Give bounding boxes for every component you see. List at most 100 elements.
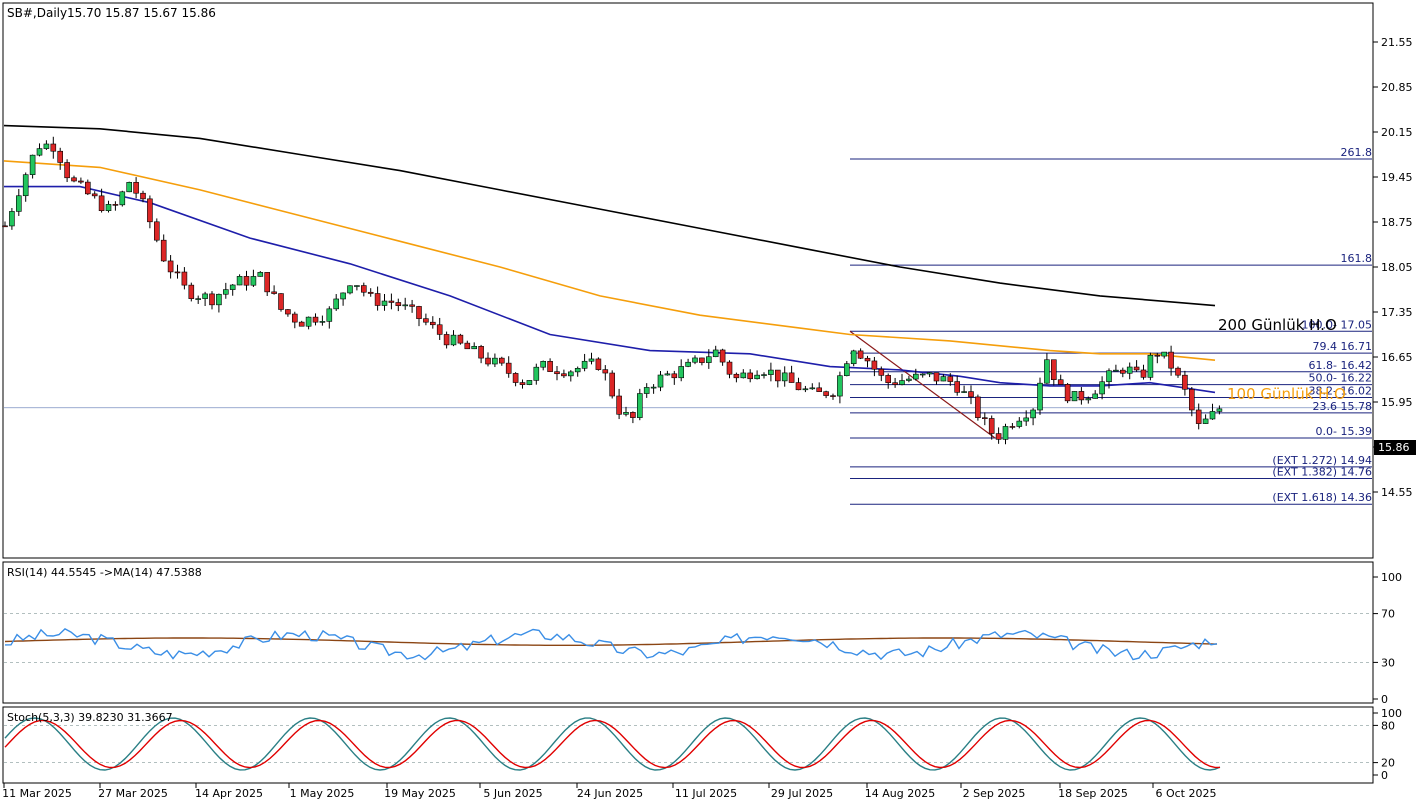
candle-up [1071, 391, 1078, 402]
candle-up [9, 211, 15, 227]
main-panel [2, 2, 1374, 559]
candle-up [450, 334, 457, 346]
rsi-tick-label: 30 [1381, 656, 1395, 669]
stoch-tick-label: 0 [1381, 769, 1388, 782]
candle-up [257, 272, 264, 277]
fib-label: (EXT 1.382) 14.76 [1272, 466, 1372, 479]
ma200-label: 200 Günlük H.O [1218, 316, 1337, 334]
date-label: 6 Oct 2025 [1155, 787, 1216, 800]
candle-down [154, 221, 160, 241]
stoch-main-line [4, 717, 1221, 771]
candle-down [671, 373, 678, 379]
candle-down [443, 334, 450, 346]
candle-up [837, 375, 843, 397]
stoch-tick-label: 20 [1381, 757, 1395, 770]
candle-down [112, 204, 119, 206]
candle-up [43, 143, 50, 149]
candle-down [519, 382, 526, 385]
candle-down [243, 276, 250, 286]
rsi-panel [2, 561, 1374, 704]
candle-down [409, 304, 415, 307]
candle-down [726, 361, 733, 375]
candle-up [1113, 369, 1119, 372]
rsi-label: RSI(14) 44.5545 ->MA(14) 47.5388 [7, 566, 202, 579]
candle-down [209, 293, 215, 306]
candle-down [892, 382, 898, 385]
candle-up [843, 363, 850, 377]
fib-label: 23.6 15.78 [1313, 400, 1372, 413]
candle-up [533, 366, 540, 381]
candle-up [126, 182, 132, 193]
price-tick-label: 20.15 [1381, 126, 1413, 139]
candle-down [864, 357, 871, 362]
candle-down [547, 361, 553, 372]
candle-down [181, 271, 188, 286]
candle-down [498, 357, 505, 364]
candle-down [954, 381, 961, 393]
candle-down [188, 284, 195, 299]
date-label: 14 Aug 2025 [865, 787, 935, 800]
stoch-tick-label: 80 [1381, 719, 1395, 732]
candle-up [567, 371, 574, 377]
candle-down [367, 291, 374, 294]
candle-up [712, 349, 719, 358]
candle-down [1120, 369, 1126, 374]
candle-up [250, 276, 257, 286]
candle-down [464, 342, 471, 350]
candle-down [830, 395, 836, 397]
candle-up [1209, 411, 1216, 420]
candle-down [98, 195, 105, 212]
candle-down [1154, 354, 1161, 357]
candles [2, 136, 1223, 445]
candle-down [774, 369, 781, 382]
candle-up [1147, 354, 1154, 378]
candle-down [733, 373, 740, 379]
candle-up [1002, 426, 1009, 440]
candle-up [119, 191, 126, 206]
candle-up [492, 357, 498, 365]
candle-up [354, 285, 360, 287]
candle-down [140, 192, 146, 200]
price-tick-label: 21.55 [1381, 36, 1413, 49]
candle-down [1133, 366, 1140, 371]
date-label: 27 Mar 2025 [98, 787, 168, 800]
date-label: 29 Jul 2025 [771, 787, 833, 800]
candle-down [160, 239, 167, 262]
candle-down [85, 181, 91, 195]
candle-down [264, 272, 271, 293]
candle-up [961, 391, 967, 393]
candle-up [402, 304, 409, 307]
candle-down [505, 362, 512, 374]
fib-trend-line [849, 330, 996, 439]
candle-down [747, 372, 754, 380]
candle-up [29, 154, 36, 175]
rsi-ma-line [4, 637, 1218, 646]
candle-down [616, 395, 622, 415]
date-label: 11 Jul 2025 [675, 787, 737, 800]
candle-down [167, 260, 174, 273]
candle-down [133, 182, 139, 194]
candle-up [643, 387, 650, 394]
candle-down [561, 373, 567, 377]
candle-down [416, 306, 422, 319]
candle-up [305, 316, 312, 327]
candle-up [223, 289, 229, 295]
fib-label: (EXT 1.618) 14.36 [1272, 491, 1372, 504]
candle-up [899, 380, 905, 385]
date-label: 1 May 2025 [290, 787, 355, 800]
candle-up [781, 372, 788, 382]
candle-down [595, 358, 602, 370]
stoch-tick-label: 100 [1381, 707, 1402, 720]
candle-up [15, 195, 22, 212]
stoch-panel [2, 706, 1374, 784]
candle-up [236, 276, 243, 286]
candle-down [298, 321, 305, 327]
candle-up [340, 292, 346, 300]
candle-up [1099, 381, 1105, 395]
date-label: 18 Sep 2025 [1058, 787, 1128, 800]
price-tick-label: 15.95 [1381, 396, 1413, 409]
candle-down [174, 271, 181, 274]
candle-down [91, 193, 98, 197]
